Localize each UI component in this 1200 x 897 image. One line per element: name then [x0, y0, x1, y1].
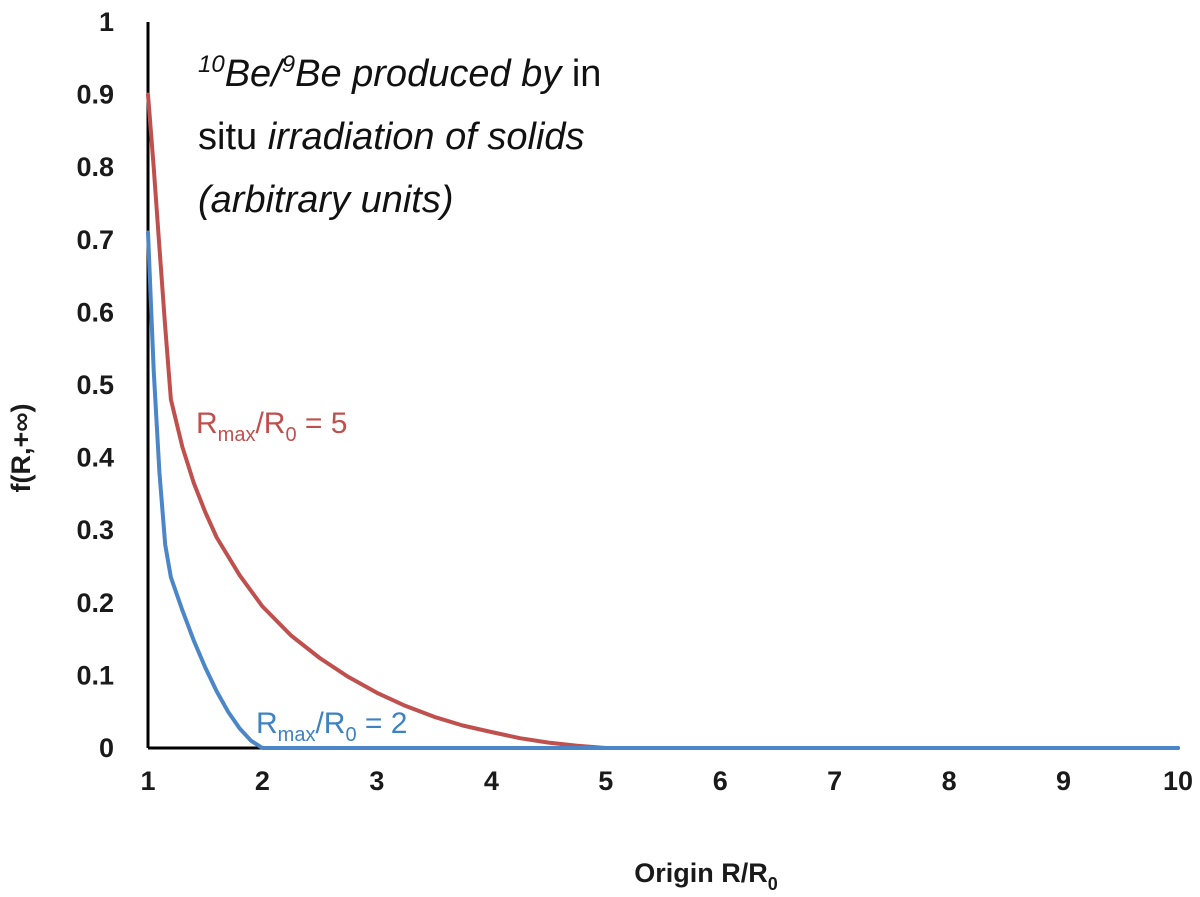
annotation-line-2: situ irradiation of solids [198, 116, 585, 158]
x-tick-label: 2 [255, 766, 270, 796]
y-tick-label: 0.1 [76, 660, 114, 690]
x-tick-label: 5 [598, 766, 613, 796]
series-label-rmax-5: Rmax/R0 = 5 [196, 407, 347, 446]
y-tick-label: 0.6 [76, 297, 114, 327]
y-tick-label: 1 [99, 7, 114, 37]
annotation-line-1: 10Be/9Be produced by in [198, 51, 601, 95]
series-label-rmax-2: Rmax/R0 = 2 [256, 707, 407, 746]
y-axis-title: f(R,+∞) [6, 404, 36, 493]
y-tick-label: 0 [99, 733, 114, 763]
series-lines [146, 92, 1180, 750]
x-tick-label: 3 [369, 766, 384, 796]
y-tick-label: 0.2 [76, 588, 114, 618]
y-tick-label: 0.5 [76, 370, 114, 400]
tick-labels: 0 0.1 0.2 0.3 0.4 0.5 0.6 0.7 0.8 0.9 1 1 2 3 4 5 6 7 8 9 10 [76, 7, 1193, 796]
x-tick-label: 8 [942, 766, 957, 796]
x-tick-label: 10 [1163, 766, 1193, 796]
y-tick-label: 0.4 [76, 443, 114, 473]
x-axis-title: Origin R/R0 [634, 858, 778, 894]
x-tick-label: 9 [1056, 766, 1071, 796]
y-tick-label: 0.3 [76, 515, 114, 545]
x-tick-label: 4 [484, 766, 499, 796]
y-tick-label: 0.7 [76, 225, 114, 255]
y-tick-label: 0.9 [76, 80, 114, 110]
x-tick-label: 7 [827, 766, 842, 796]
y-tick-label: 0.8 [76, 152, 114, 182]
x-tick-label: 6 [713, 766, 728, 796]
x-tick-label: 1 [140, 766, 155, 796]
chart-annotation: 10Be/9Be produced by in situ irradiation… [198, 51, 601, 221]
annotation-line-3: (arbitrary units) [198, 179, 454, 221]
series-line-1 [146, 230, 1180, 750]
